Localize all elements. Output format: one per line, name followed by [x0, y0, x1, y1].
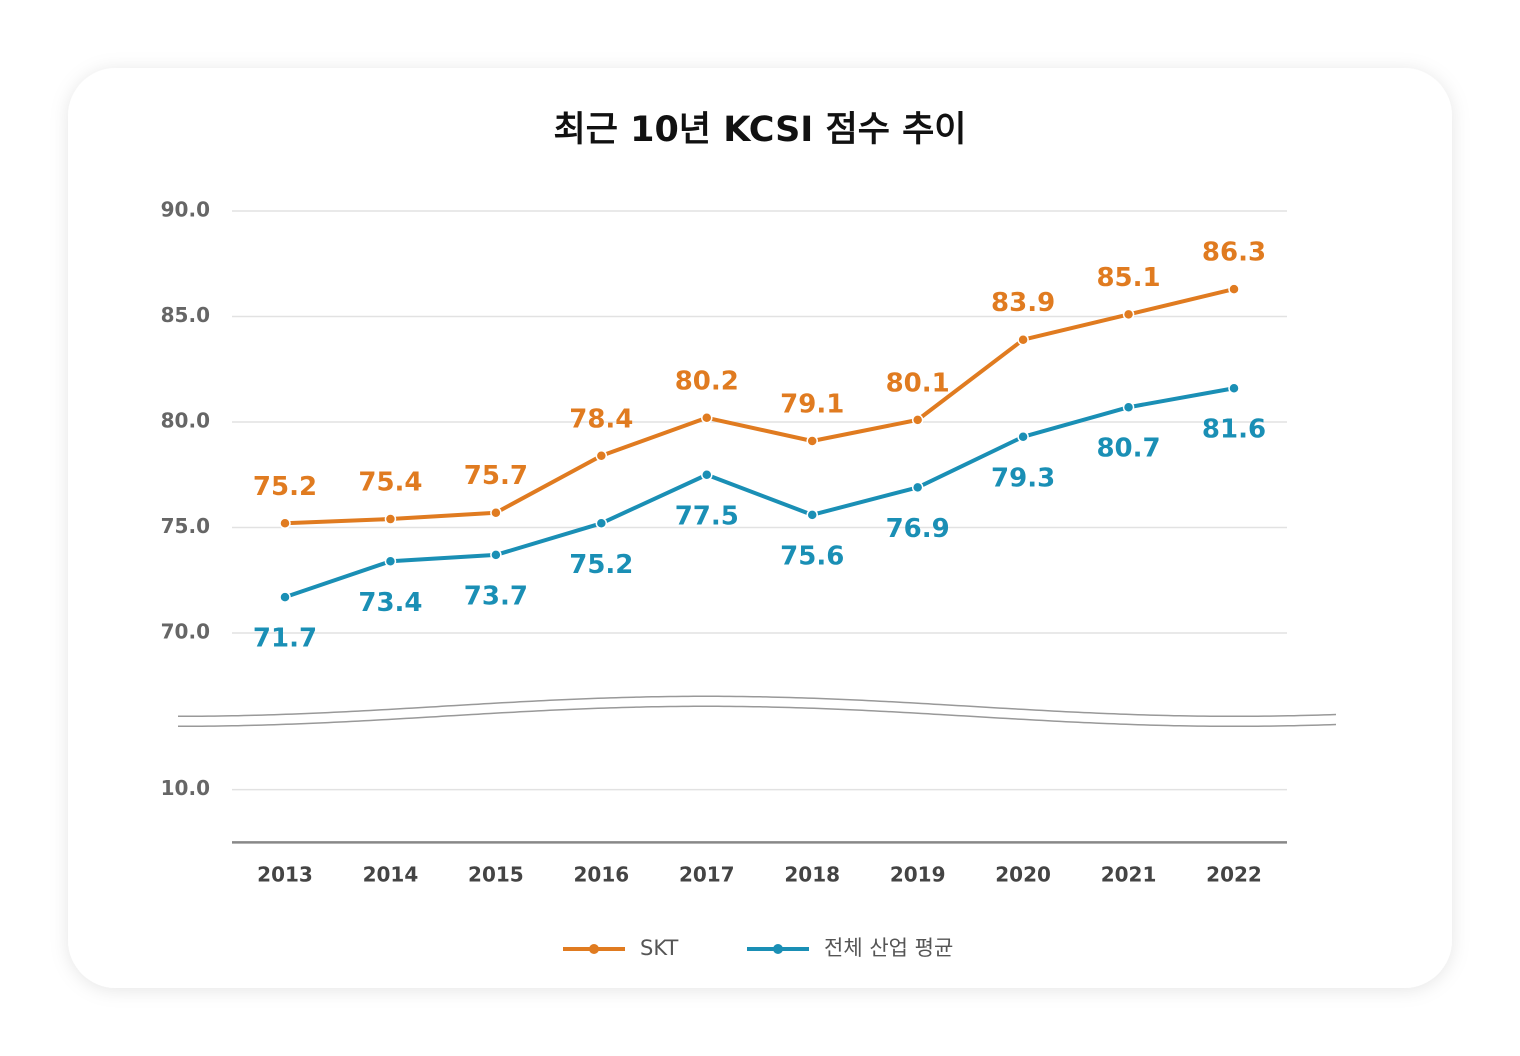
data-label: 81.6	[1202, 415, 1266, 445]
y-tick-label: 80.0	[161, 409, 210, 433]
data-point	[1122, 401, 1135, 413]
data-point	[1017, 333, 1029, 346]
y-tick-label: 85.0	[161, 303, 210, 327]
x-tick-label: 2018	[784, 863, 840, 887]
data-point	[595, 517, 608, 530]
data-point	[279, 591, 291, 603]
data-label: 75.4	[358, 468, 422, 498]
x-tick-label: 2015	[468, 863, 524, 887]
data-label: 75.2	[253, 472, 317, 502]
x-tick-label: 2016	[573, 863, 629, 887]
data-point	[911, 481, 924, 494]
data-point	[1017, 431, 1029, 443]
data-label: 71.7	[253, 624, 317, 654]
y-tick-label: 90.0	[161, 198, 210, 222]
data-label: 75.2	[569, 550, 633, 580]
data-point	[384, 555, 397, 568]
data-point	[806, 435, 818, 447]
axis-break-line	[178, 705, 1337, 728]
data-point	[279, 517, 291, 530]
data-point	[701, 412, 713, 424]
data-label: 73.7	[464, 581, 528, 611]
x-tick-label: 2014	[363, 863, 419, 887]
chart-title: 최근 10년 KCSI 점수 추이	[554, 110, 967, 150]
y-tick-label: 70.0	[161, 620, 210, 644]
data-label: 83.9	[991, 288, 1055, 318]
data-label: 77.5	[675, 501, 739, 531]
y-tick-label: 10.0	[161, 776, 210, 800]
axis-break-fill	[178, 696, 1340, 737]
data-label: 75.7	[464, 461, 528, 491]
axis-break-line	[178, 695, 1337, 718]
data-point	[701, 469, 713, 481]
data-point	[384, 513, 397, 525]
data-point	[1228, 382, 1240, 394]
x-tick-label: 2020	[995, 863, 1051, 887]
data-point	[1228, 283, 1240, 295]
data-point	[806, 509, 818, 521]
x-tick-label: 2019	[890, 863, 946, 887]
x-tick-label: 2021	[1101, 863, 1157, 887]
series-line	[284, 386, 1235, 600]
data-label: 73.4	[358, 588, 422, 618]
data-point	[490, 506, 502, 519]
legend-marker	[589, 944, 599, 954]
legend-marker	[773, 944, 783, 954]
data-point	[490, 549, 502, 561]
legend-label: SKT	[640, 936, 678, 960]
series-line	[284, 287, 1235, 526]
x-tick-label: 2022	[1206, 863, 1262, 887]
data-label: 78.4	[569, 404, 633, 434]
data-label: 75.6	[780, 541, 844, 571]
data-label: 79.1	[780, 389, 844, 419]
data-label: 86.3	[1202, 238, 1266, 268]
x-tick-label: 2017	[679, 863, 735, 887]
x-tick-label: 2013	[257, 863, 313, 887]
data-point	[911, 414, 924, 426]
data-label: 80.2	[675, 366, 739, 396]
data-point	[595, 450, 608, 462]
data-point	[1122, 308, 1135, 321]
y-tick-label: 75.0	[161, 514, 210, 538]
data-label: 76.9	[886, 514, 950, 544]
data-label: 79.3	[991, 463, 1055, 493]
data-label: 85.1	[1096, 263, 1160, 293]
data-label: 80.7	[1096, 434, 1160, 464]
legend-label: 전체 산업 평균	[824, 936, 953, 960]
data-label: 80.1	[886, 368, 950, 398]
